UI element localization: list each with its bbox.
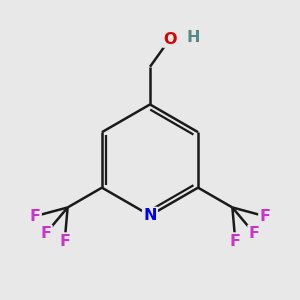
Text: H: H <box>187 30 200 45</box>
Text: F: F <box>260 209 270 224</box>
Text: F: F <box>230 233 241 248</box>
Text: F: F <box>30 209 40 224</box>
Text: N: N <box>143 208 157 223</box>
Text: F: F <box>248 226 260 241</box>
Text: F: F <box>40 226 52 241</box>
Text: O: O <box>163 32 177 46</box>
Text: F: F <box>59 233 70 248</box>
